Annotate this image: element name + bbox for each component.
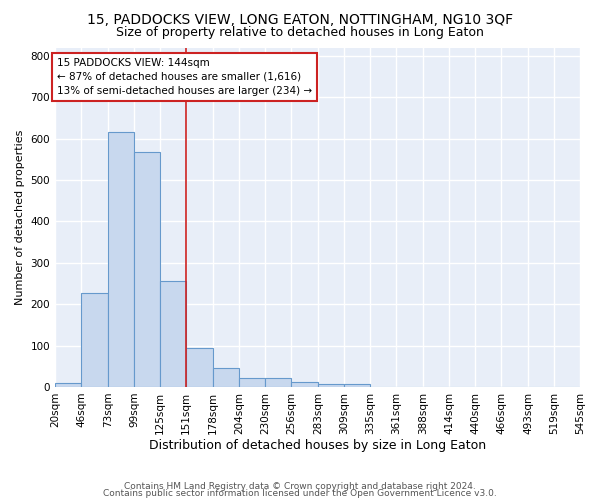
Text: Contains public sector information licensed under the Open Government Licence v3: Contains public sector information licen… bbox=[103, 490, 497, 498]
Text: Contains HM Land Registry data © Crown copyright and database right 2024.: Contains HM Land Registry data © Crown c… bbox=[124, 482, 476, 491]
Bar bbox=[134, 152, 160, 387]
Bar bbox=[318, 384, 344, 387]
Bar bbox=[108, 132, 134, 387]
Y-axis label: Number of detached properties: Number of detached properties bbox=[15, 130, 25, 305]
Bar bbox=[239, 378, 265, 387]
X-axis label: Distribution of detached houses by size in Long Eaton: Distribution of detached houses by size … bbox=[149, 440, 486, 452]
Bar bbox=[186, 348, 213, 387]
Bar bbox=[81, 292, 108, 387]
Text: 15, PADDOCKS VIEW, LONG EATON, NOTTINGHAM, NG10 3QF: 15, PADDOCKS VIEW, LONG EATON, NOTTINGHA… bbox=[87, 12, 513, 26]
Bar bbox=[160, 282, 186, 387]
Bar bbox=[213, 368, 239, 387]
Text: Size of property relative to detached houses in Long Eaton: Size of property relative to detached ho… bbox=[116, 26, 484, 39]
Bar bbox=[265, 378, 291, 387]
Bar bbox=[55, 383, 81, 387]
Bar bbox=[344, 384, 370, 387]
Text: 15 PADDOCKS VIEW: 144sqm
← 87% of detached houses are smaller (1,616)
13% of sem: 15 PADDOCKS VIEW: 144sqm ← 87% of detach… bbox=[57, 58, 312, 96]
Bar bbox=[291, 382, 318, 387]
